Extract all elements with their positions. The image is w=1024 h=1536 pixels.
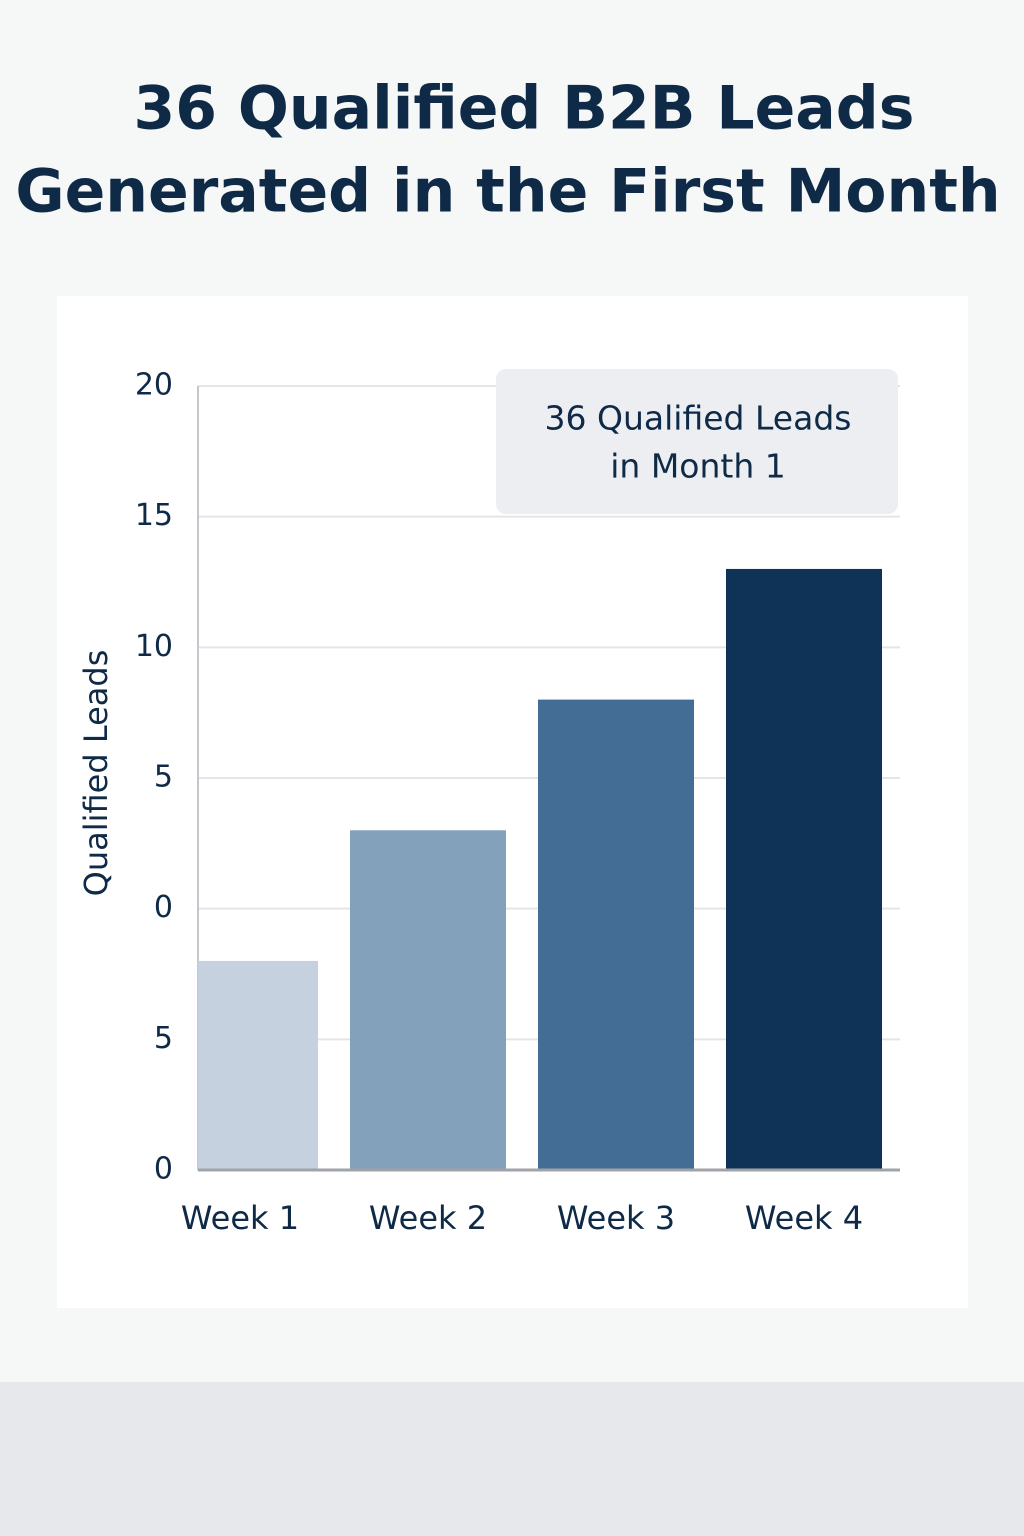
y-tick-label: 5	[154, 1021, 173, 1056]
y-axis-label: Qualified Leads	[77, 650, 115, 897]
chart-title: 36 Qualified B2B Leads	[134, 74, 915, 144]
y-tick-label: 10	[135, 629, 173, 664]
y-tick-label: 20	[135, 368, 173, 403]
bar	[538, 699, 694, 1170]
bar	[350, 830, 506, 1170]
x-tick-label: Week 1	[181, 1199, 299, 1237]
chart-title: Generated in the First Month	[15, 157, 1000, 227]
bar	[726, 568, 882, 1170]
y-tick-label: 15	[135, 498, 173, 533]
annotation-text: 36 Qualified Leads	[545, 399, 852, 438]
annotation-box	[496, 369, 898, 514]
x-tick-label: Week 4	[745, 1199, 863, 1237]
y-tick-label: 0	[154, 890, 173, 925]
footer-band	[0, 1382, 1024, 1536]
y-tick-label: 0	[154, 1152, 173, 1187]
x-tick-label: Week 3	[557, 1199, 675, 1237]
annotation-text: in Month 1	[610, 447, 786, 486]
bar	[198, 960, 318, 1170]
x-tick-label: Week 2	[369, 1199, 487, 1237]
y-tick-label: 5	[154, 760, 173, 795]
